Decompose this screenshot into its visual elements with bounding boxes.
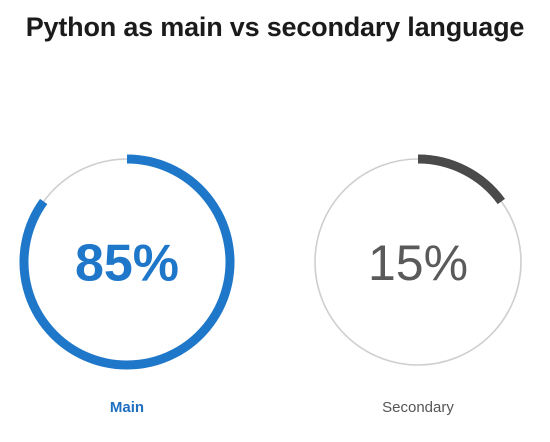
donut-secondary-arc <box>418 159 501 201</box>
donut-main-value-label: 85% <box>75 235 179 293</box>
donut-main-category-label: Main <box>110 399 144 416</box>
donut-secondary-value-label: 15% <box>368 235 468 291</box>
donut-main: 85% Main <box>24 159 230 416</box>
donut-secondary-category-label: Secondary <box>382 399 454 416</box>
donut-secondary: 15% Secondary <box>315 159 521 416</box>
